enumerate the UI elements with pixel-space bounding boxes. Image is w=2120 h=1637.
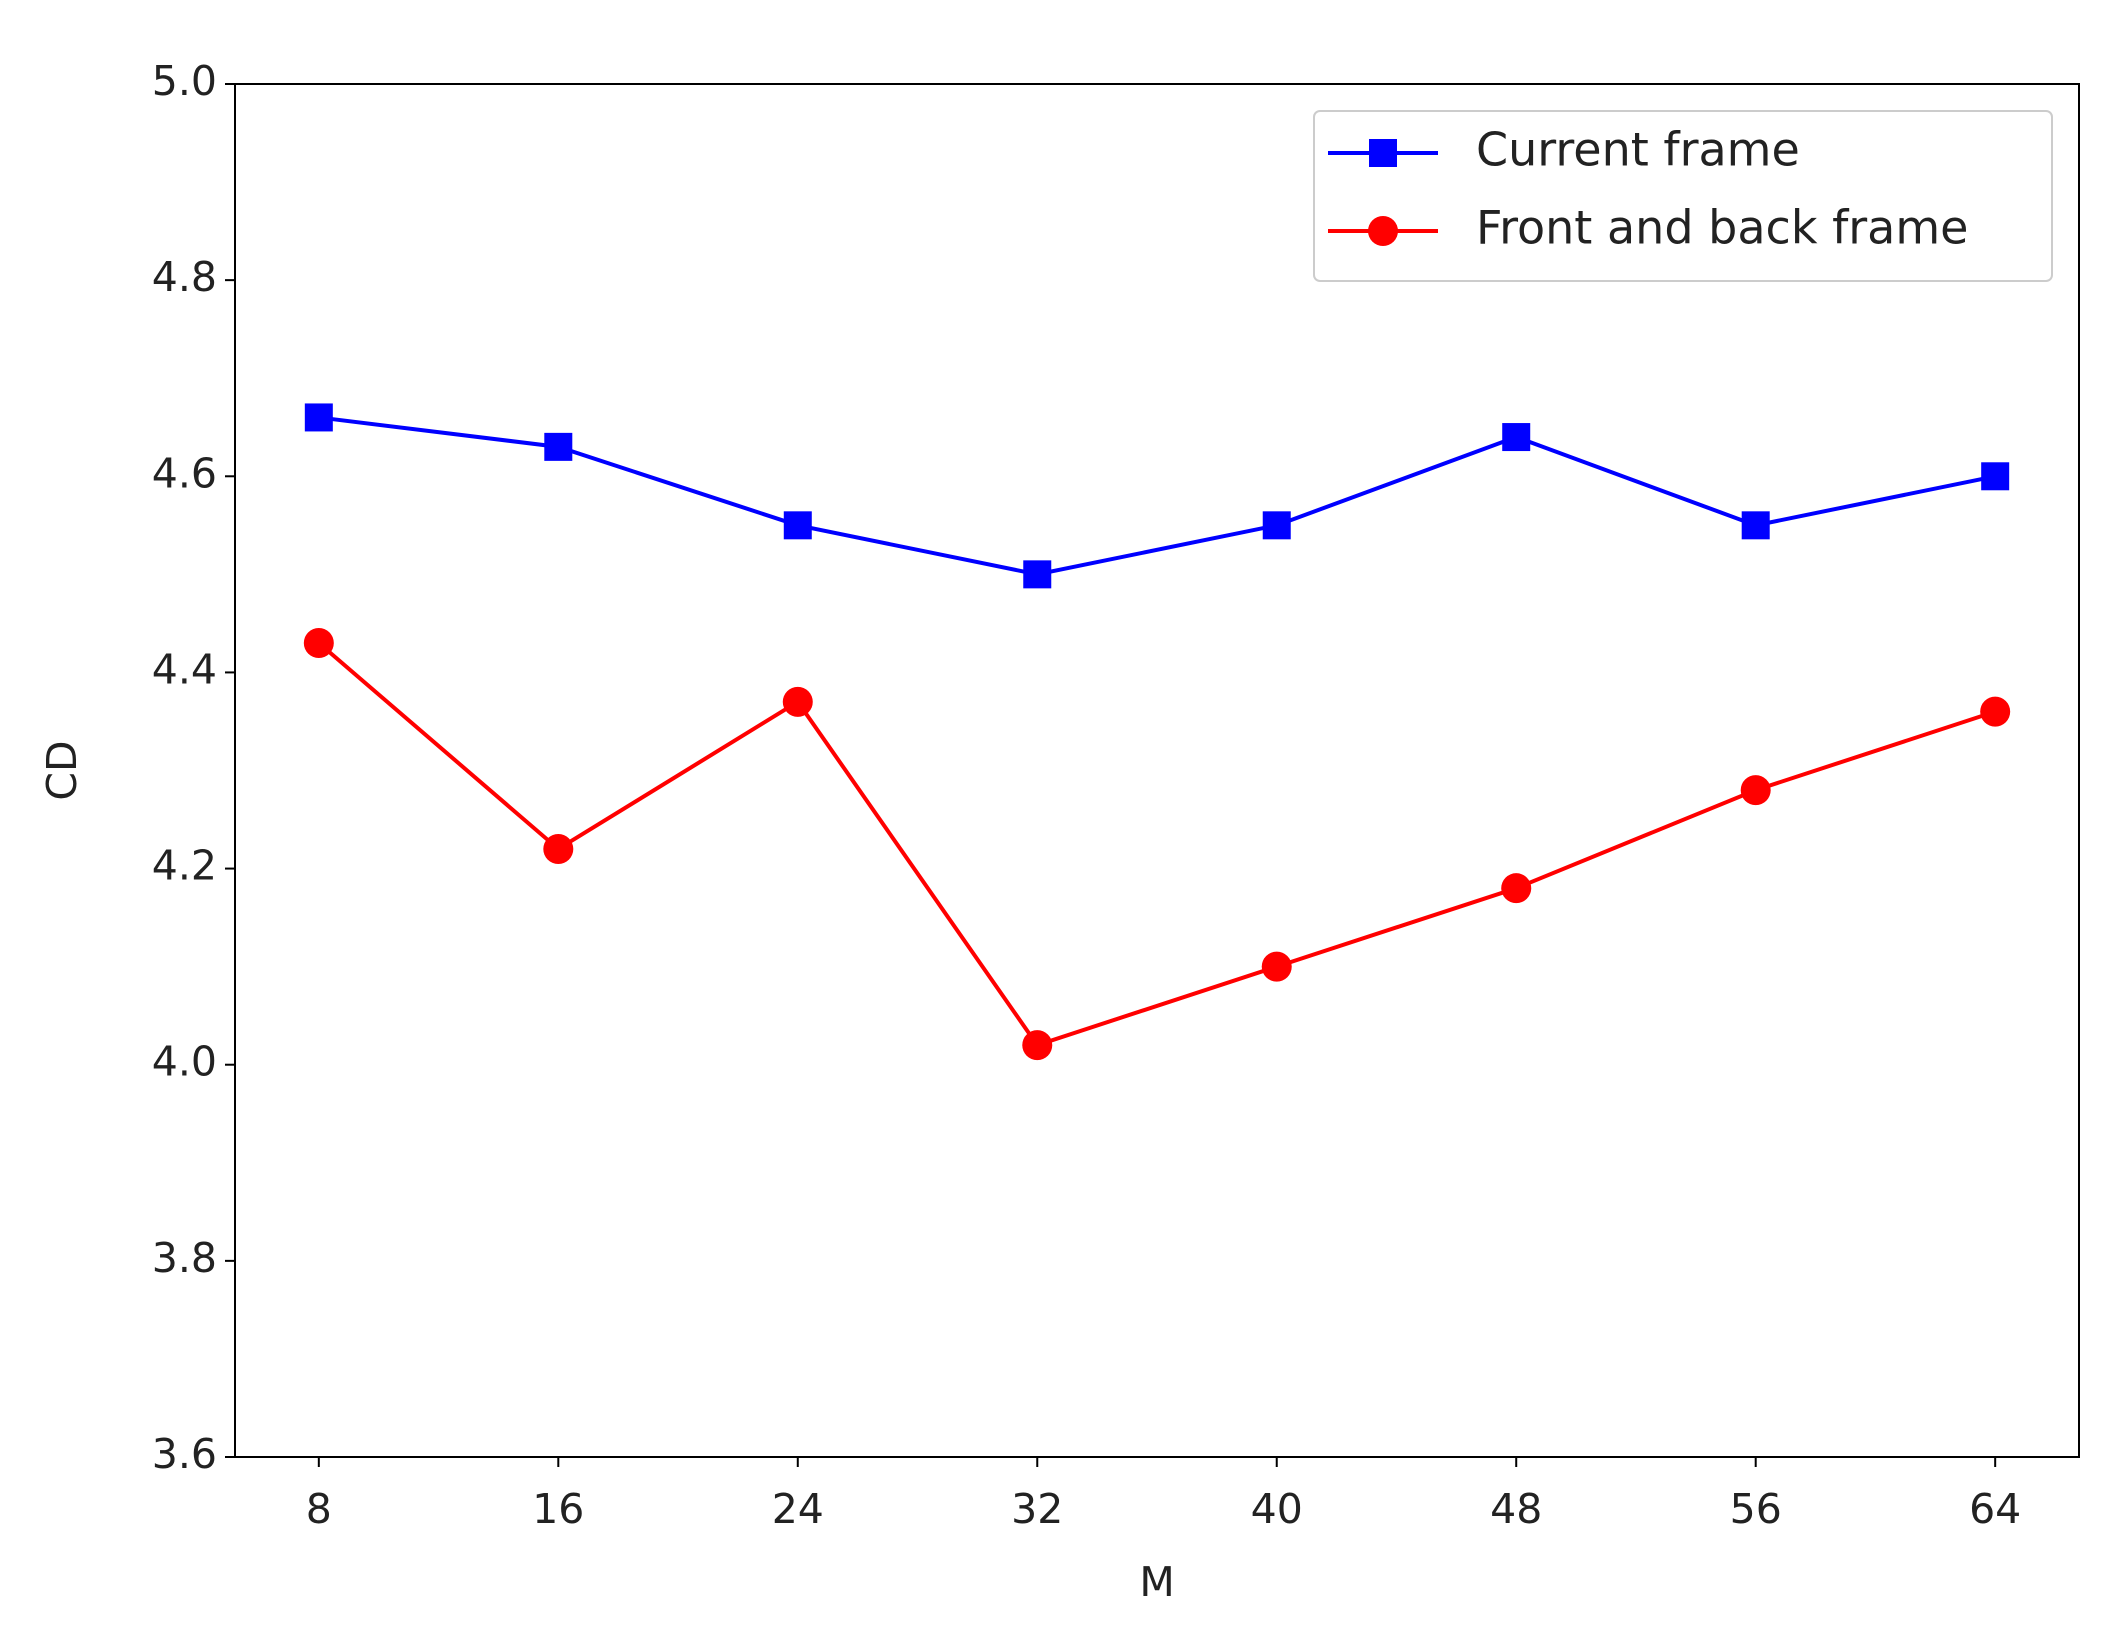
x-tick-label: 8 <box>306 1485 332 1533</box>
data-point <box>1022 1030 1053 1061</box>
data-point <box>1501 873 1532 904</box>
data-point <box>1502 423 1531 452</box>
data-point <box>782 686 813 717</box>
legend-box <box>1313 110 2053 282</box>
legend-marker <box>1369 139 1397 167</box>
data-point <box>783 511 812 540</box>
series-line <box>318 415 1996 577</box>
y-tick-label: 5.0 <box>152 57 217 105</box>
y-tick-label: 4.0 <box>152 1038 217 1086</box>
y-tick-label: 4.2 <box>152 842 217 890</box>
x-tick-label: 48 <box>1490 1485 1542 1533</box>
y-tick-label: 4.6 <box>152 449 217 497</box>
legend-label: Front and back frame <box>1476 201 1968 255</box>
y-tick-label: 3.6 <box>152 1430 217 1478</box>
x-tick-label: 64 <box>1969 1485 2021 1533</box>
x-tick-label: 16 <box>532 1485 584 1533</box>
x-tick-label: 32 <box>1011 1485 1063 1533</box>
data-point <box>1023 560 1052 589</box>
data-point <box>543 833 574 864</box>
legend-marker <box>1368 216 1398 246</box>
x-tick-label: 40 <box>1251 1485 1303 1533</box>
data-point <box>1262 511 1291 540</box>
data-point <box>544 432 573 461</box>
data-point <box>303 628 334 659</box>
x-axis-label: M <box>1139 1558 1174 1606</box>
data-point <box>1981 462 2010 491</box>
y-tick-label: 4.8 <box>152 253 217 301</box>
series-line <box>317 641 1996 1048</box>
data-point <box>304 403 333 432</box>
y-tick-label: 3.8 <box>152 1234 217 1282</box>
data-point <box>1980 696 2011 727</box>
legend: Current frame Front and back frame <box>1313 110 2053 282</box>
data-point <box>1741 511 1770 540</box>
x-tick-label: 24 <box>772 1485 824 1533</box>
plot-frame <box>234 83 2080 1458</box>
y-axis-label: CD <box>38 740 86 800</box>
data-point <box>1261 951 1292 982</box>
y-tick-label: 4.4 <box>152 645 217 693</box>
data-point <box>1740 775 1771 806</box>
legend-label: Current frame <box>1476 123 1800 177</box>
x-tick-label: 56 <box>1730 1485 1782 1533</box>
